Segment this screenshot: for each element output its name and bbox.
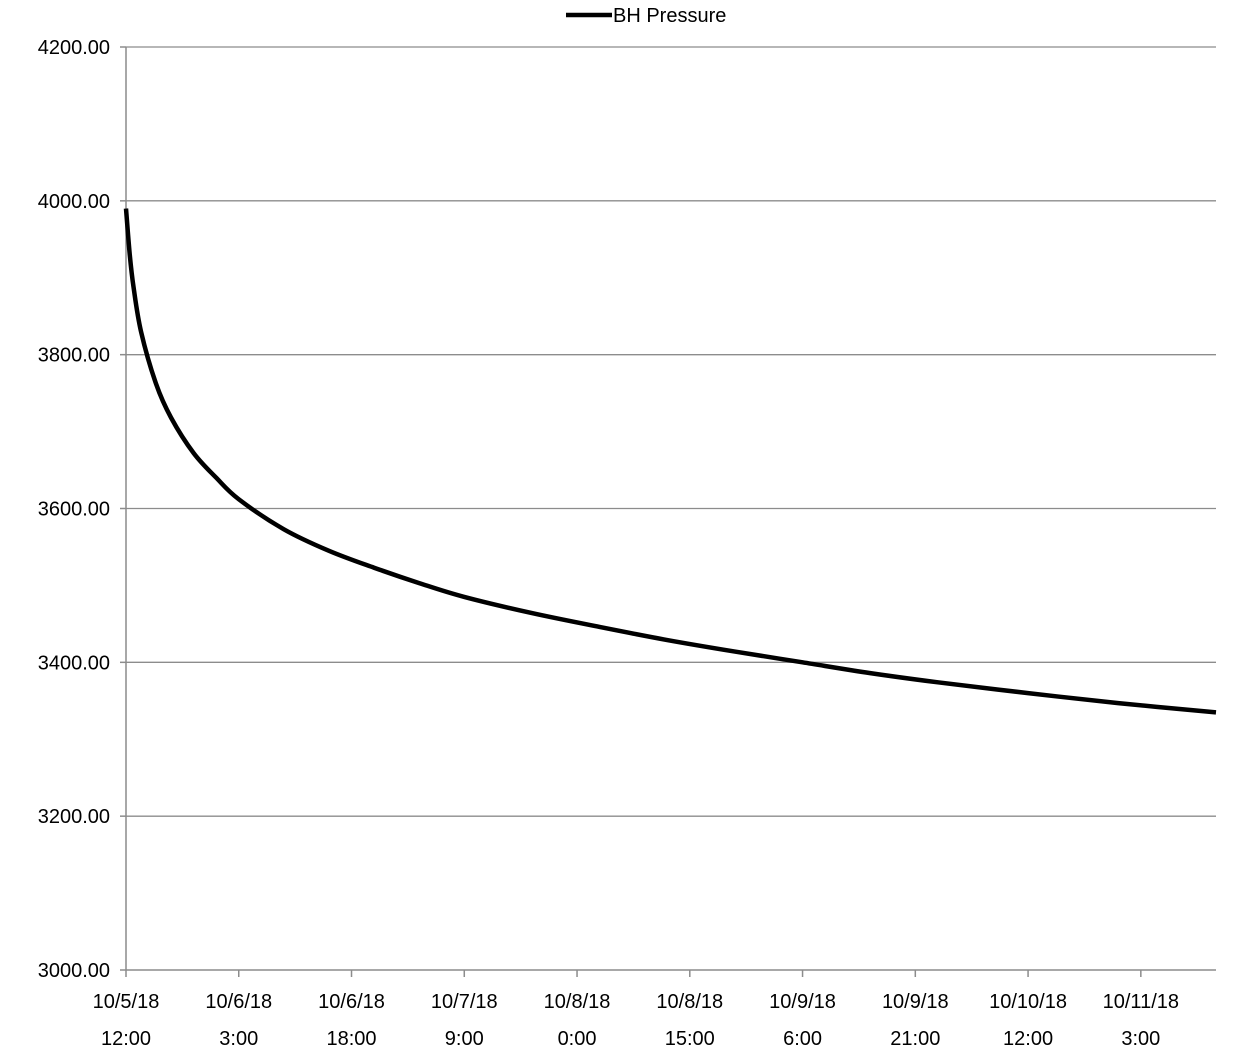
plot-area — [123, 208, 1217, 715]
y-tick-label: 3200.00 — [38, 806, 110, 828]
x-tick-label-date: 10/9/18 — [882, 991, 949, 1013]
x-tick-label-date: 10/7/18 — [431, 991, 498, 1013]
y-tick-label: 3000.00 — [38, 960, 110, 982]
x-tick-label-time: 3:00 — [1121, 1028, 1160, 1050]
x-tick-label-time: 21:00 — [890, 1028, 940, 1050]
y-tick-label: 4000.00 — [38, 191, 110, 213]
x-tick-label-date: 10/9/18 — [769, 991, 836, 1013]
x-tick-label-date: 10/6/18 — [205, 991, 272, 1013]
x-tick-label-date: 10/10/18 — [989, 991, 1067, 1013]
x-tick-label-date: 10/11/18 — [1103, 991, 1179, 1013]
x-tick-label-date: 10/8/18 — [656, 991, 723, 1013]
y-tick-label: 3400.00 — [38, 652, 110, 674]
y-tick-label: 3600.00 — [38, 499, 110, 521]
x-tick-label-time: 18:00 — [326, 1028, 376, 1050]
x-tick-label-time: 0:00 — [558, 1028, 597, 1050]
x-tick-label-date: 10/5/18 — [93, 991, 160, 1013]
y-tick-label: 3800.00 — [38, 345, 110, 367]
x-tick-label-time: 12:00 — [1003, 1028, 1053, 1050]
x-tick-label-time: 15:00 — [665, 1028, 715, 1050]
x-axis: 10/5/18 12:00 10/6/18 3:00 10/6/18 18:00 10/7/… — [93, 969, 1216, 1050]
y-axis: 3000.00 3200.00 3400.00 3600.00 3800.00 4000.… — [38, 37, 127, 982]
legend-label-bh-pressure: BH Pressure — [613, 5, 726, 27]
x-tick-label-date: 10/8/18 — [544, 991, 611, 1013]
x-tick-label-time: 9:00 — [445, 1028, 484, 1050]
x-tick-label-time: 6:00 — [783, 1028, 822, 1050]
x-tick-label-date: 10/6/18 — [318, 991, 385, 1013]
y-tick-label: 4200.00 — [38, 37, 110, 59]
chart-legend: BH Pressure — [566, 5, 726, 27]
horizontal-gridlines — [126, 46, 1216, 817]
series-line-bh-pressure — [123, 208, 1217, 715]
x-tick-label-time: 12:00 — [101, 1028, 151, 1050]
x-tick-label-time: 3:00 — [219, 1028, 258, 1050]
